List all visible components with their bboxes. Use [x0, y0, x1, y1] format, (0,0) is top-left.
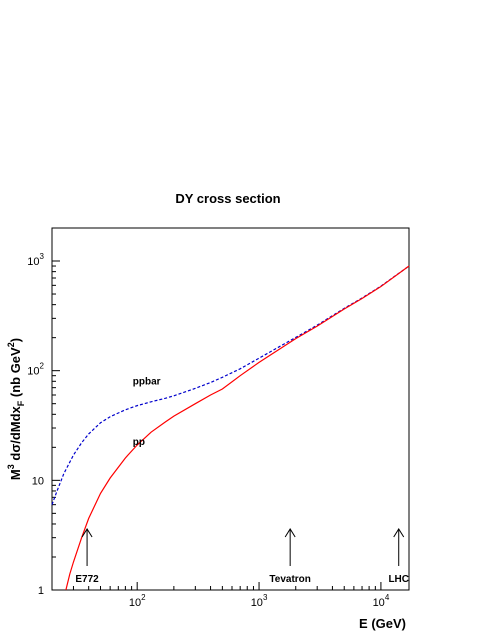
x-tick-label: 104: [373, 593, 390, 609]
chart-title: DY cross section: [175, 191, 280, 206]
y-axis-label-text: M3 dσ/dMdxF (nb GeV2): [6, 338, 26, 480]
arrow-head: [284, 528, 296, 538]
y-axis-label: M3 dσ/dMdxF (nb GeV2): [6, 338, 26, 480]
y-tick-label: 102: [27, 362, 44, 378]
y-tick-label: 1: [38, 585, 44, 597]
arrow-label-tevatron: Tevatron: [269, 574, 311, 585]
series-label-pp: pp: [133, 437, 145, 448]
plot-series: [51, 265, 410, 591]
arrow-head: [81, 528, 93, 538]
x-tick-label: 103: [251, 593, 268, 609]
series-label-ppbar: ppbar: [133, 376, 161, 387]
x-axis-label: E (GeV): [359, 616, 406, 631]
arrow-head: [393, 528, 405, 538]
series-line-pp: [65, 265, 410, 591]
axis-ticks: 102 103 104 1 10 102 103: [27, 227, 390, 609]
plot-annotations: ppbar pp E772 Tevatron LHC: [75, 376, 409, 585]
series-line-ppbar: [51, 265, 410, 505]
arrow-label-lhc: LHC: [388, 574, 409, 585]
plot-frame: [51, 227, 410, 591]
y-tick-label: 103: [27, 252, 44, 268]
y-tick-label: 10: [32, 475, 44, 487]
arrow-label-e772: E772: [75, 574, 99, 585]
x-tick-label: 102: [129, 593, 146, 609]
